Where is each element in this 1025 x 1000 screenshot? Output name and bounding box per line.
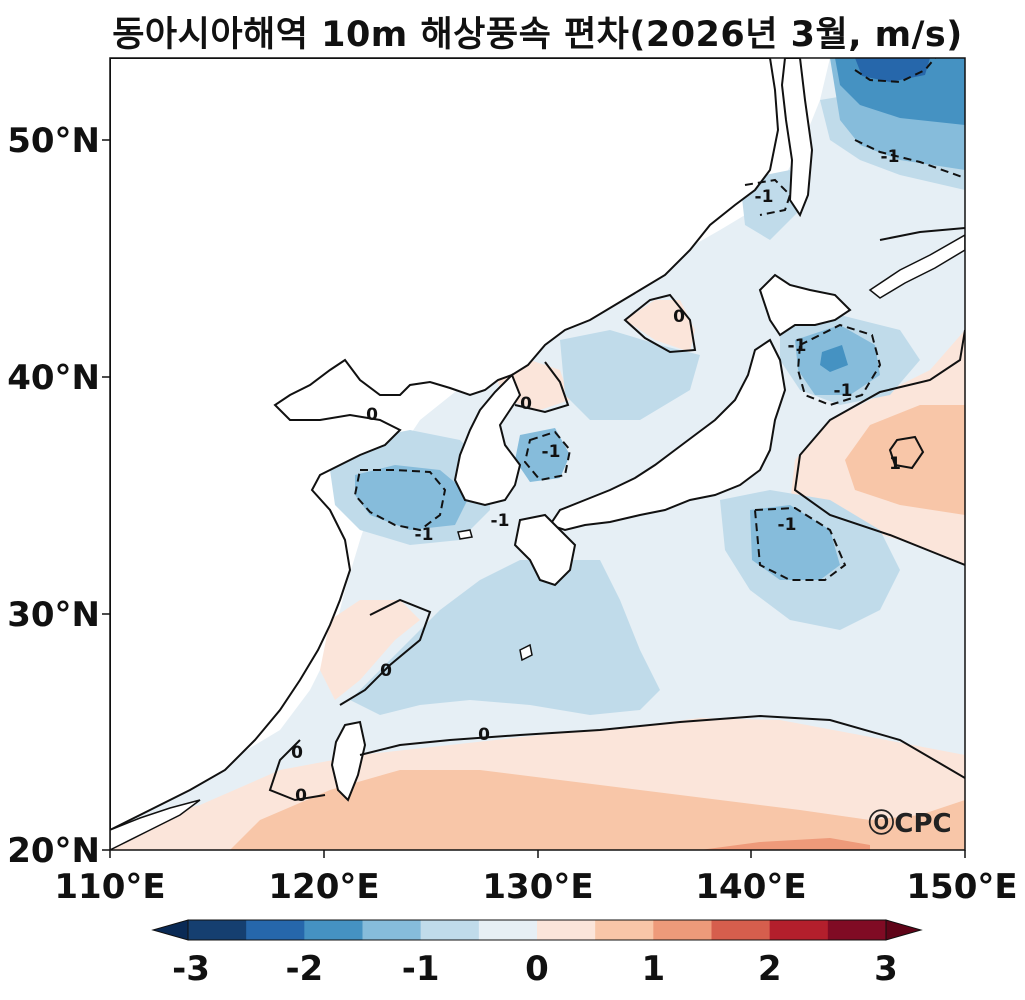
colorbar-swatch [595,920,654,940]
colorbar-swatch [711,920,771,940]
clabel-minus-one-7: -1 [834,381,853,401]
colorbar-extend-max [885,919,923,941]
clabel-minus-one-1: -1 [415,525,434,545]
field-positive-ecs [320,600,420,700]
lat-tick-30: 30°N [7,595,100,635]
contour-zero-north [879,227,965,241]
field-negative-north-core [855,58,930,82]
clabel-minus-one-6: -1 [788,336,807,356]
colorbar-swatch [304,920,363,940]
land-asia-mainland [110,58,780,832]
colorbar-swatch [653,920,712,940]
land-areas [110,58,965,850]
lat-tick-20: 20°N [7,831,100,871]
land-jeju [457,529,473,540]
contour-minus-one-pacific [753,506,847,581]
map-title: 동아시아해역 10m 해상풍속 편차(2026년 3월, m/s) [112,15,963,55]
colorbar-swatch [188,920,247,940]
colorbar-swatch [537,920,596,940]
land-korea [453,373,522,507]
land-kamchatka-kuril [868,234,965,299]
lon-tick-150: 150°E [906,867,1017,907]
colorbar-extend-min [151,919,189,941]
cpc-logo: ⓄCPC [868,808,951,839]
field-positive-south-edge [700,838,870,850]
contour-zero-east [793,329,965,566]
clabel-zero-1: 0 [366,405,378,425]
axis-ticks [102,139,966,858]
colorbar-tick-label: -2 [285,949,323,989]
land-honshu [548,338,787,532]
lon-tick-130: 130°E [482,867,593,907]
land-okinawa [519,643,533,662]
contour-minus-one-yellowsea [353,469,447,532]
contour-zero-taiwan-strait [339,598,432,706]
field-negative-pacific-core [750,505,840,580]
colorbar-swatch [478,920,538,940]
clabel-zero-2: 0 [520,394,532,414]
lat-tick-40: 40°N [7,358,100,398]
clabel-minus-one-8: -1 [778,515,797,535]
field-negative-ecs [350,560,660,715]
contour-minus-one-korea-strait [523,430,572,482]
lon-tick-110: 110°E [54,867,165,907]
colorbar-swatch [420,920,480,940]
contour-zero-south [359,714,965,779]
colorbar-swatch [769,920,829,940]
colorbar-swatch [246,920,305,940]
clabel-minus-one-4: -1 [755,187,774,207]
colorbar-tick-label: -1 [402,949,440,989]
clabel-zero-3: 0 [673,307,685,327]
clabel-minus-one-2: -1 [491,511,510,531]
contour-labels: 0 0 0 0 0 0 0 -1 -1 -1 -1 -1 -1 -1 -1 1 [291,147,901,806]
contour-zero-yellowsea [514,361,570,414]
lat-tick-50: 50°N [7,121,100,161]
colorbar: -3 -2 -1 0 1 2 3 [151,919,923,989]
clabel-plus-one: 1 [889,454,901,474]
field-positive-east-strong [845,405,965,515]
clabel-zero-6: 0 [295,786,307,806]
contours [268,58,965,802]
clabel-zero-5: 0 [291,743,303,763]
clabel-zero-4: 0 [380,661,392,681]
clabel-minus-one-5: -1 [881,147,900,167]
contour-minus-two-north [854,58,936,84]
contour-plus-one-east [888,435,925,470]
colorbar-tick-label: 2 [758,949,782,989]
contour-zero-eastsea [623,293,697,354]
field-negative-tohoku-strong [820,345,848,372]
land-hokkaido [758,273,852,337]
colorbar-labels: -3 -2 -1 0 1 2 3 [172,949,898,989]
colorbar-tick-label: -3 [172,949,210,989]
field-negative-eastsea [560,330,700,420]
colorbar-tick-label: 3 [874,949,898,989]
contour-minus-one-okhotsk [744,178,792,216]
contour-minus-one-tohoku [796,323,882,407]
land-taiwan [330,720,367,802]
field-positive-eastsea [625,300,695,352]
clabel-minus-one-3: -1 [542,442,561,462]
contour-zero-taiwan-west [268,739,326,802]
land-luzon-edge [110,799,201,850]
lon-tick-140: 140°E [695,867,806,907]
land-sakhalin [780,58,814,218]
colorbar-swatch [827,920,887,940]
colorbar-swatch [362,920,422,940]
clabel-zero-7: 0 [478,725,490,745]
colorbar-tick-label: 0 [525,949,549,989]
land-shikoku-kyushu [513,513,577,587]
field-positive-south-strong [230,770,965,850]
colorbar-tick-label: 1 [641,949,665,989]
colorbar-swatches [187,919,887,941]
lon-tick-120: 120°E [268,867,379,907]
contour-minus-one-north [854,139,965,179]
